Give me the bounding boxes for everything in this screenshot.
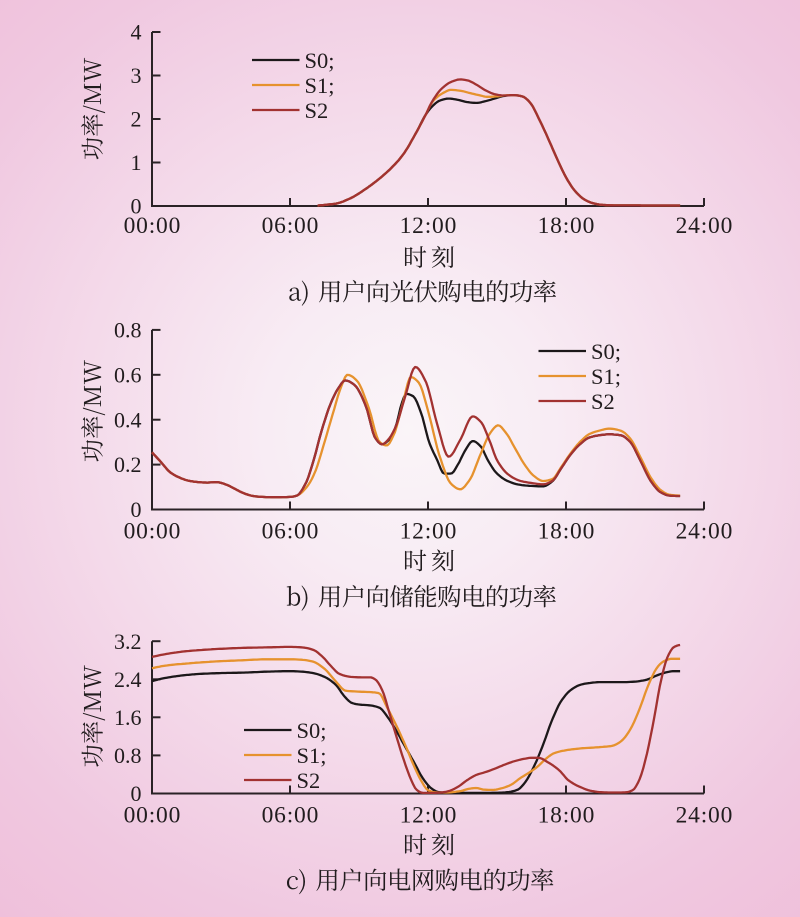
svg-text:2: 2	[131, 107, 142, 132]
svg-text:0.6: 0.6	[114, 362, 142, 387]
svg-text:S2: S2	[591, 389, 615, 414]
svg-text:06:00: 06:00	[262, 213, 320, 239]
svg-text:S0;: S0;	[297, 718, 327, 743]
svg-text:1: 1	[131, 150, 142, 175]
svg-text:00:00: 00:00	[124, 213, 182, 239]
svg-text:06:00: 06:00	[262, 803, 320, 829]
svg-text:0.2: 0.2	[114, 452, 142, 477]
svg-text:18:00: 18:00	[538, 803, 596, 829]
svg-text:00:00: 00:00	[124, 803, 182, 829]
svg-text:0: 0	[131, 781, 142, 806]
svg-text:S1;: S1;	[297, 743, 327, 768]
svg-text:24:00: 24:00	[676, 803, 734, 829]
svg-text:S2: S2	[305, 98, 329, 123]
svg-text:0: 0	[131, 497, 142, 522]
svg-text:2.4: 2.4	[114, 667, 142, 692]
svg-text:S0;: S0;	[591, 339, 621, 364]
svg-text:4: 4	[131, 20, 142, 45]
svg-text:3: 3	[131, 63, 142, 88]
svg-text:1.6: 1.6	[114, 705, 142, 730]
svg-text:3.2: 3.2	[114, 629, 142, 654]
svg-text:24:00: 24:00	[676, 213, 734, 239]
svg-text:0: 0	[131, 194, 142, 219]
svg-text:0.4: 0.4	[114, 407, 142, 432]
svg-text:S2: S2	[297, 768, 321, 793]
svg-text:S1;: S1;	[591, 364, 621, 389]
svg-text:12:00: 12:00	[400, 519, 458, 545]
svg-text:0.8: 0.8	[114, 318, 142, 343]
svg-text:12:00: 12:00	[400, 803, 458, 829]
svg-text:24:00: 24:00	[676, 519, 734, 545]
svg-text:18:00: 18:00	[538, 519, 596, 545]
svg-text:S0;: S0;	[305, 48, 335, 73]
svg-text:18:00: 18:00	[538, 213, 596, 239]
svg-text:00:00: 00:00	[124, 519, 182, 545]
svg-text:S1;: S1;	[305, 73, 335, 98]
svg-text:06:00: 06:00	[262, 519, 320, 545]
svg-text:12:00: 12:00	[400, 213, 458, 239]
svg-text:0.8: 0.8	[114, 743, 142, 768]
